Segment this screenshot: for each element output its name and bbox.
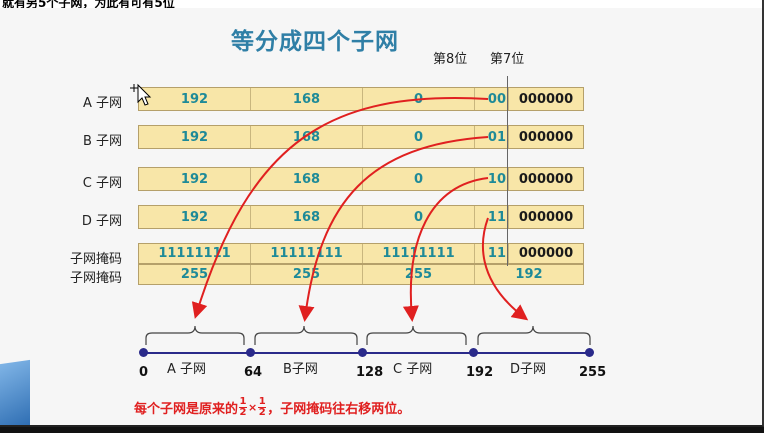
note-suffix: ，子网掩码往右移两位。 xyxy=(267,402,411,417)
bit-boundary-line xyxy=(507,76,508,266)
tick-0: 0 xyxy=(139,365,149,380)
tick-64: 64 xyxy=(244,365,263,380)
axis-dot-192 xyxy=(469,348,478,357)
row-c-octet1: 192 xyxy=(139,168,251,190)
mask-label-decimal: 子网掩码 xyxy=(69,271,122,286)
cursor-icon xyxy=(130,83,152,106)
mask-binary-subnet-bits: 11 xyxy=(475,244,509,263)
row-label-d: D 子网 xyxy=(81,214,122,229)
row-b-octet1: 192 xyxy=(139,126,251,148)
row-a-octet1: 192 xyxy=(139,88,251,110)
axis-dot-255 xyxy=(585,348,594,357)
row-label-b: B 子网 xyxy=(82,134,122,149)
ip-row-d: 192 168 0 11 000000 xyxy=(138,205,584,229)
row-d-host-bits: 000000 xyxy=(518,209,574,225)
row-label-c: C 子网 xyxy=(82,176,122,191)
row-c-host-bits: 000000 xyxy=(518,171,574,187)
tick-128: 128 xyxy=(356,365,384,380)
arrow-c xyxy=(402,177,489,322)
row-a-subnet-bits: 00 xyxy=(475,88,509,110)
axis-dot-64 xyxy=(246,348,255,357)
segment-c-label: C 子网 xyxy=(393,362,433,377)
arrow-d xyxy=(481,217,529,321)
mask-binary-row: 11111111 11111111 11111111 11 000000 xyxy=(138,243,584,264)
row-d-subnet-bits: 11 xyxy=(475,206,509,228)
mask-label-binary: 子网掩码 xyxy=(69,252,122,267)
row-a-host-bits: 000000 xyxy=(518,91,574,107)
row-b-host-bits: 000000 xyxy=(518,129,574,145)
segment-b-label: B子网 xyxy=(283,362,318,377)
arrow-a xyxy=(191,97,489,319)
axis-dot-128 xyxy=(358,348,367,357)
fraction-1-denominator: 2 xyxy=(239,407,247,418)
tick-255: 255 xyxy=(579,365,607,380)
mask-binary-octet2: 11111111 xyxy=(251,244,363,263)
ip-row-c: 192 168 0 10 000000 xyxy=(138,167,584,191)
tick-192: 192 xyxy=(466,365,494,380)
fraction-2-numerator: 1 xyxy=(258,396,266,407)
row-c-octet2: 168 xyxy=(251,168,363,190)
row-b-subnet-bits: 01 xyxy=(475,126,509,148)
row-d-octet1: 192 xyxy=(139,206,251,228)
mask-binary-host-bits: 000000 xyxy=(518,246,574,261)
brace-b xyxy=(254,325,358,345)
note-times: × xyxy=(248,401,258,414)
mask-decimal-octet4: 192 xyxy=(515,267,543,282)
axis-dot-0 xyxy=(139,348,148,357)
arrows-overlay xyxy=(130,83,591,345)
row-label-a: A 子网 xyxy=(82,96,122,111)
fraction-2-denominator: 2 xyxy=(258,407,266,418)
bit8-label: 第8位 xyxy=(433,52,468,67)
arrow-b xyxy=(298,136,489,322)
segment-d-label: D子网 xyxy=(510,362,547,377)
top-text: 就有另5个子网，为此有可有5位 xyxy=(0,0,762,8)
brace-d xyxy=(477,325,591,345)
row-d-octet3: 0 xyxy=(363,206,475,228)
fraction-1-numerator: 1 xyxy=(239,396,247,407)
row-b-octet3: 0 xyxy=(363,126,475,148)
row-c-octet3: 0 xyxy=(363,168,475,190)
summary-note: 每个子网是原来的 1 2 × 1 2 ，子网掩码往右移两位。 xyxy=(134,397,410,418)
brace-a xyxy=(145,325,245,345)
slide-title: 等分成四个子网 xyxy=(231,29,399,55)
ip-row-b: 192 168 0 01 000000 xyxy=(138,125,584,149)
fraction-2: 1 2 xyxy=(258,396,267,418)
mask-binary-octet1: 11111111 xyxy=(139,244,251,263)
mask-decimal-octet1: 255 xyxy=(139,265,251,284)
note-prefix: 每个子网是原来的 xyxy=(134,402,239,417)
mask-decimal-row: 255 255 255 192 xyxy=(138,264,584,285)
brace-c xyxy=(366,325,467,345)
fraction-1: 1 2 xyxy=(239,396,248,418)
row-a-octet2: 168 xyxy=(251,88,363,110)
bit7-label: 第7位 xyxy=(490,52,525,67)
row-c-subnet-bits: 10 xyxy=(475,168,509,190)
segment-a-label: A 子网 xyxy=(167,362,207,377)
row-d-octet2: 168 xyxy=(251,206,363,228)
mask-binary-octet3: 11111111 xyxy=(363,244,475,263)
